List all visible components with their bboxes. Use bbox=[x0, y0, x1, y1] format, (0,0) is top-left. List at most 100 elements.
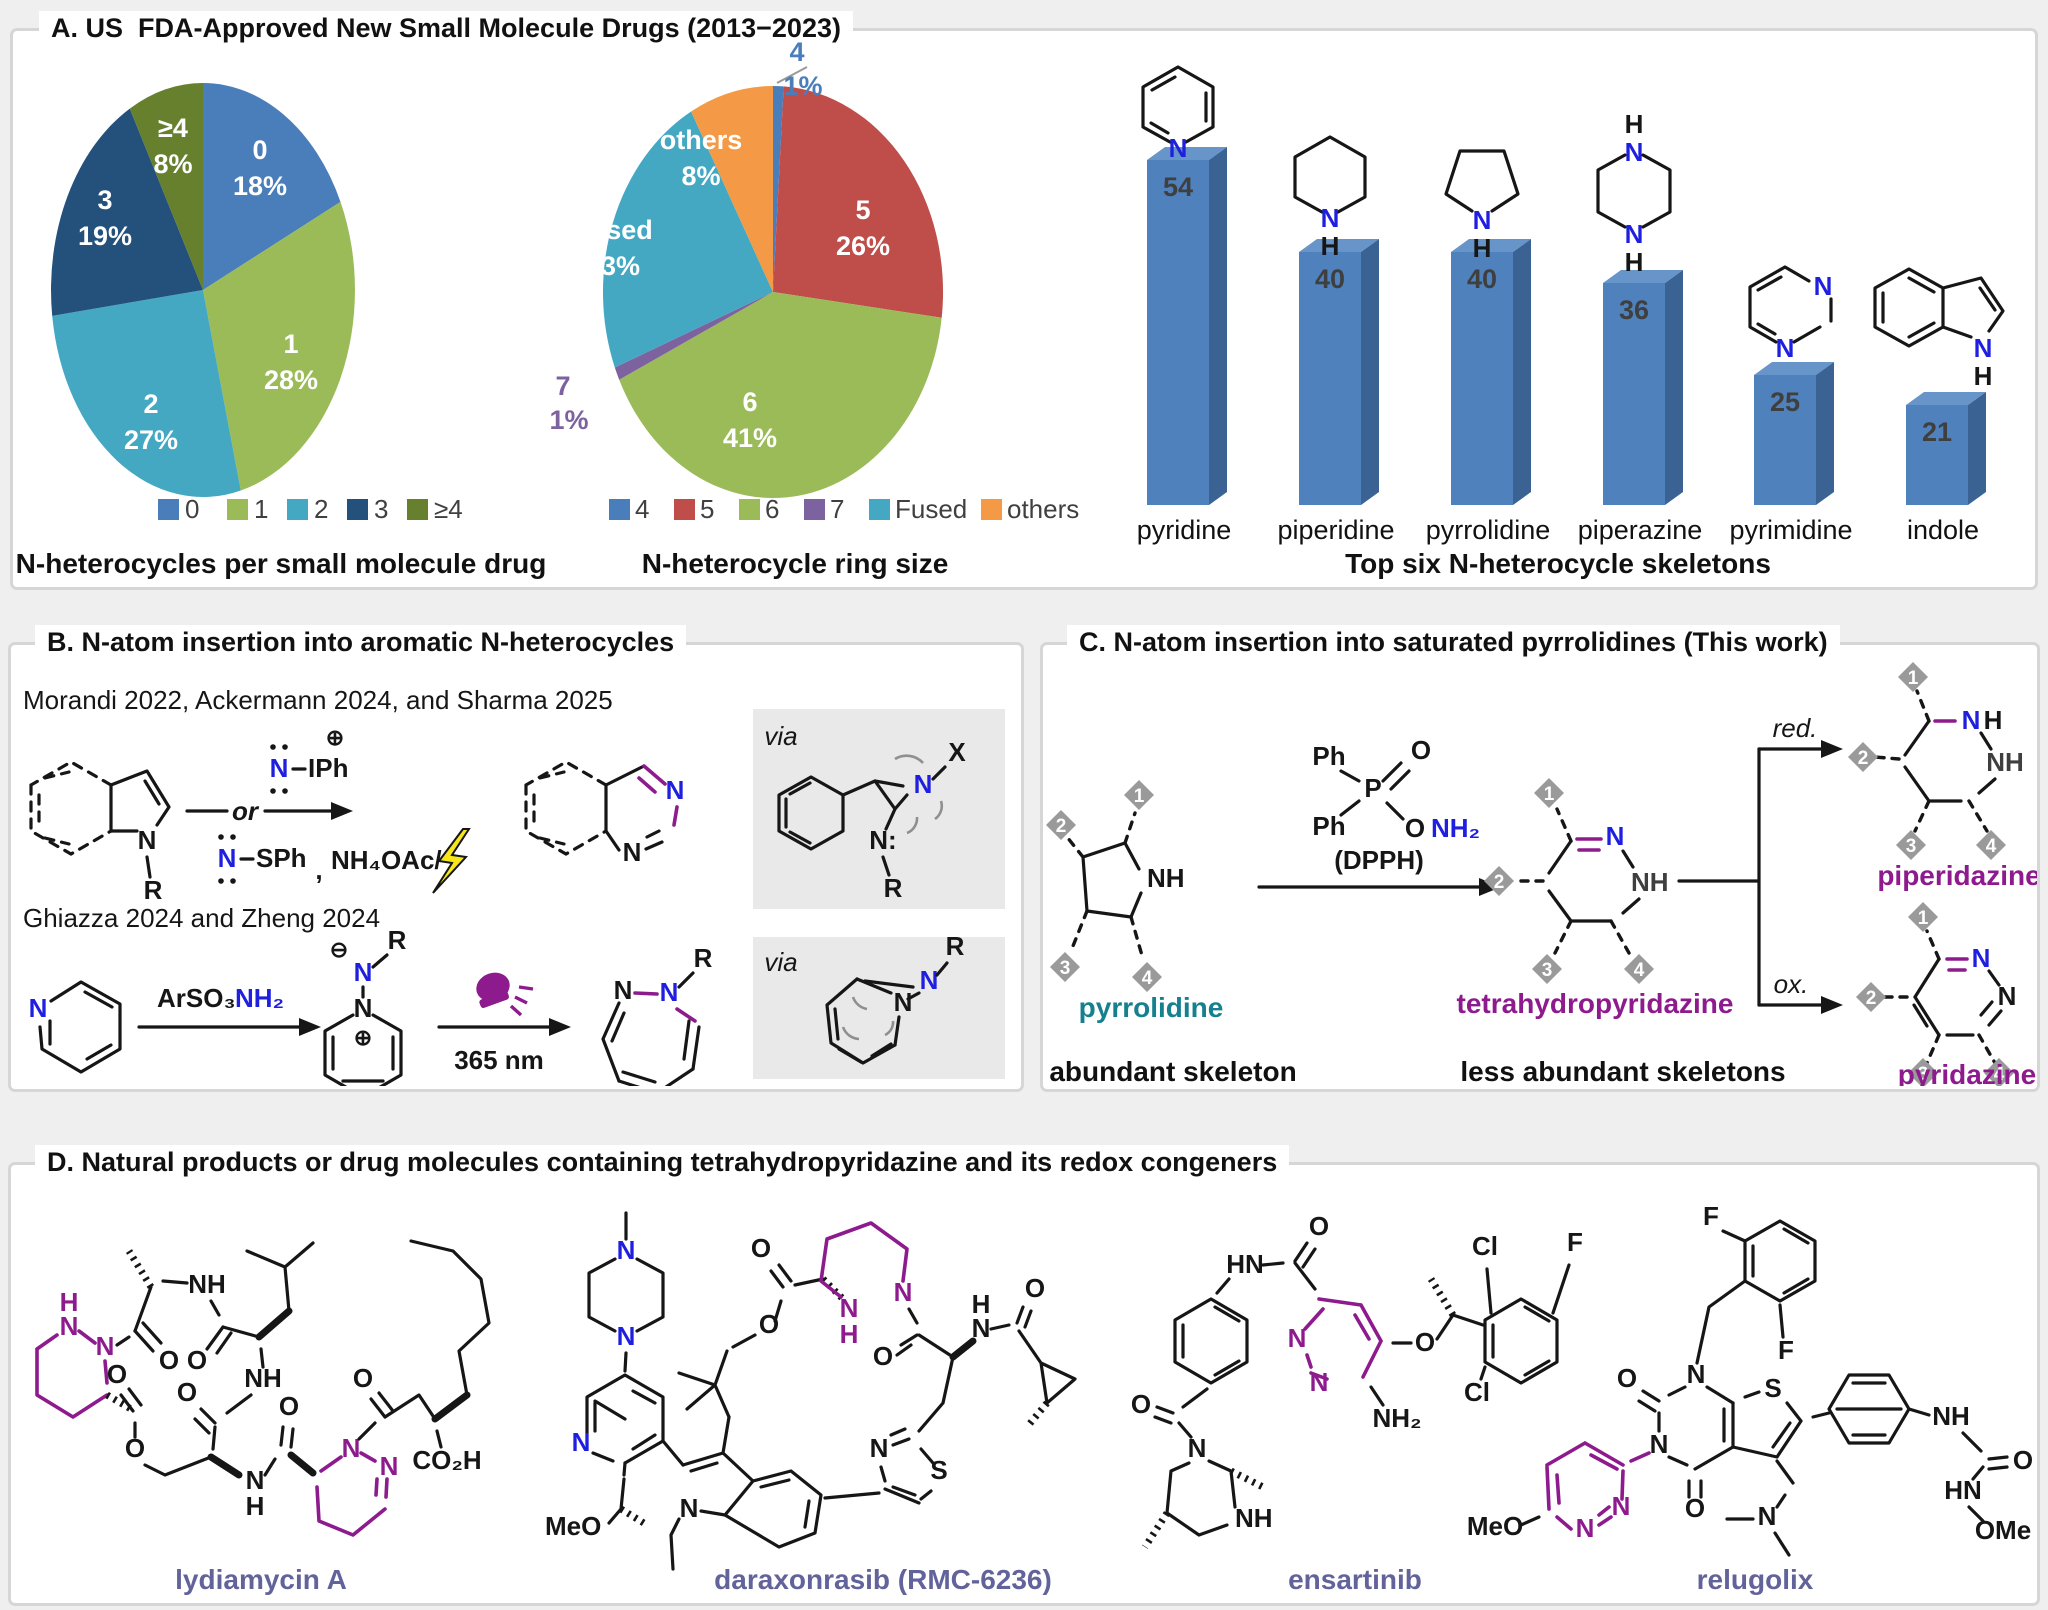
legend2-swatch-5 bbox=[981, 499, 1002, 520]
o-label: O bbox=[1411, 735, 1431, 765]
lydiamycin-structure: H N N O NH O NH O O O bbox=[35, 1239, 491, 1595]
n-label: N bbox=[1758, 1501, 1777, 1531]
bar4-top bbox=[1603, 270, 1683, 283]
n-label: N bbox=[1321, 203, 1340, 233]
pyridine-substrate-structure: N bbox=[29, 980, 122, 1074]
bar3-top bbox=[1451, 239, 1531, 252]
ome-label: OMe bbox=[1975, 1515, 2031, 1545]
pie1-slice-2 bbox=[52, 290, 241, 498]
thp-label: tetrahydropyridazine bbox=[1457, 988, 1734, 1019]
n-label: N bbox=[920, 965, 939, 995]
n-label: N bbox=[138, 825, 157, 855]
legend1-swatch-1 bbox=[227, 499, 248, 520]
barname-indole: indole bbox=[1907, 515, 1979, 545]
pyrrolidine-substrate-structure: NH 1 2 3 4 pyrrolidine abundant skeleton bbox=[1046, 780, 1297, 1086]
legend2-swatch-3 bbox=[804, 499, 825, 520]
n-label: N bbox=[270, 753, 289, 783]
svg-text:4: 4 bbox=[1994, 1064, 2005, 1085]
svg-text:2: 2 bbox=[1494, 872, 1505, 893]
h-label: H bbox=[1974, 361, 1993, 391]
o-label: O bbox=[353, 1363, 373, 1393]
site-marker-3: 3 bbox=[1050, 952, 1080, 982]
pie2-leader-line bbox=[776, 66, 808, 84]
site-marker-2: 2 bbox=[1856, 982, 1886, 1012]
panel-d-graphics: H N N O NH O NH O O O bbox=[35, 1201, 2033, 1595]
bar5-side bbox=[1816, 362, 1834, 505]
legend1-label-0: 0 bbox=[185, 494, 199, 524]
or-label: or bbox=[232, 796, 260, 826]
barname-piperazine: piperazine bbox=[1578, 515, 1703, 545]
pie-chart-ring-size: 5 26% 6 41% Fused 23% others 8% 4 1% 7 1… bbox=[549, 37, 944, 499]
svg-text:1: 1 bbox=[1544, 784, 1555, 805]
h-label: H bbox=[1473, 233, 1492, 263]
relugolix-structure: F F N O N O S NH O H bbox=[1467, 1201, 2033, 1595]
r-label: R bbox=[144, 875, 163, 905]
ensartinib-structure: HN O N N NH₂ O Cl F Cl O bbox=[1131, 1211, 1583, 1595]
panel-d: D. Natural products or drug molecules co… bbox=[8, 1145, 2040, 1606]
legend1-label-2: 2 bbox=[314, 494, 328, 524]
legend1-swatch-2 bbox=[287, 499, 308, 520]
tetrahydropyridazine-structure: N NH 1 2 3 4 tetrahydropyridazine less a… bbox=[1457, 778, 1786, 1086]
pie1-pct-0: 18% bbox=[233, 171, 287, 201]
panel-c: C. N-atom insertion into saturated pyrro… bbox=[1040, 625, 2040, 1092]
legend2-swatch-0 bbox=[609, 499, 630, 520]
pie1-label-2: 2 bbox=[143, 389, 158, 419]
site-marker-4: 4 bbox=[1976, 830, 2006, 860]
compound-name-relugolix: relugolix bbox=[1697, 1564, 1814, 1595]
bar4-side bbox=[1665, 270, 1683, 505]
site-marker-2: 2 bbox=[1484, 866, 1514, 896]
pie1-label-1: 1 bbox=[283, 329, 298, 359]
nh-label: NH bbox=[1932, 1401, 1970, 1431]
n-label: N bbox=[972, 1313, 991, 1343]
legend2-swatch-1 bbox=[674, 499, 695, 520]
bar6-value: 21 bbox=[1922, 417, 1952, 447]
less-abundant-label: less abundant skeletons bbox=[1460, 1056, 1785, 1086]
n-label: N bbox=[1972, 943, 1991, 973]
nh-label: NH bbox=[1986, 747, 2024, 777]
panel-c-title: C. N-atom insertion into saturated pyrro… bbox=[1067, 625, 1840, 659]
iph-label: IPh bbox=[308, 753, 348, 783]
panel-b: B. N-atom insertion into aromatic N-hete… bbox=[8, 625, 1024, 1092]
site-marker-3: 3 bbox=[1908, 1058, 1938, 1086]
azole-substrate-structure: N R bbox=[29, 760, 171, 905]
svg-text:1: 1 bbox=[1918, 908, 1929, 929]
abundant-skeleton-label: abundant skeleton bbox=[1049, 1056, 1296, 1086]
led-lamp-icon bbox=[476, 972, 534, 1017]
pie2-label-4ring: 4 bbox=[789, 37, 804, 67]
meo-label: MeO bbox=[545, 1511, 601, 1541]
hn-label: HN bbox=[1944, 1475, 1982, 1505]
bar5-top bbox=[1754, 362, 1834, 375]
n-label: N bbox=[666, 775, 685, 805]
pie2-pct-5ring: 26% bbox=[836, 231, 890, 261]
bar1-side bbox=[1209, 147, 1227, 505]
o-label: O bbox=[177, 1377, 197, 1407]
bar4-value: 36 bbox=[1619, 295, 1649, 325]
pie2-slice-3 bbox=[614, 292, 773, 380]
panel-b-ref2: Ghiazza 2024 and Zheng 2024 bbox=[23, 903, 381, 933]
n-label: N bbox=[894, 987, 913, 1017]
svg-text:3: 3 bbox=[1918, 1064, 1929, 1085]
barname-pyrrolidine: pyrrolidine bbox=[1426, 515, 1551, 545]
pie2-legend: 4 5 6 7 Fused others bbox=[609, 494, 1079, 524]
bar5-value: 25 bbox=[1770, 387, 1800, 417]
o-label: O bbox=[1405, 813, 1425, 843]
pie1-pct-2: 27% bbox=[124, 425, 178, 455]
svg-text:1: 1 bbox=[1908, 668, 1919, 689]
h-label: H bbox=[1321, 231, 1340, 261]
n-label: N bbox=[96, 1331, 115, 1361]
site-marker-4: 4 bbox=[1624, 954, 1654, 984]
site-marker-2: 2 bbox=[1046, 810, 1076, 840]
r-label: R bbox=[694, 943, 713, 973]
reaction-arrow-2: ArSO₃ NH₂ bbox=[137, 983, 321, 1036]
panel-d-title: D. Natural products or drug molecules co… bbox=[35, 1145, 1290, 1179]
n-label: N bbox=[1188, 1433, 1207, 1463]
site-marker-3: 3 bbox=[1532, 954, 1562, 984]
reaction-arrow-1: or bbox=[185, 796, 353, 826]
bar-pyrrolidine: 40 bbox=[1451, 239, 1531, 505]
compound-name-daraxonrasib: daraxonrasib (RMC-6236) bbox=[714, 1564, 1052, 1595]
pie1-slice-1 bbox=[203, 201, 355, 491]
f-label: F bbox=[1567, 1227, 1583, 1257]
pie2-pct-6ring: 41% bbox=[723, 423, 777, 453]
curved-arrow bbox=[894, 754, 924, 764]
plus-charge: ⊕ bbox=[354, 1025, 372, 1050]
